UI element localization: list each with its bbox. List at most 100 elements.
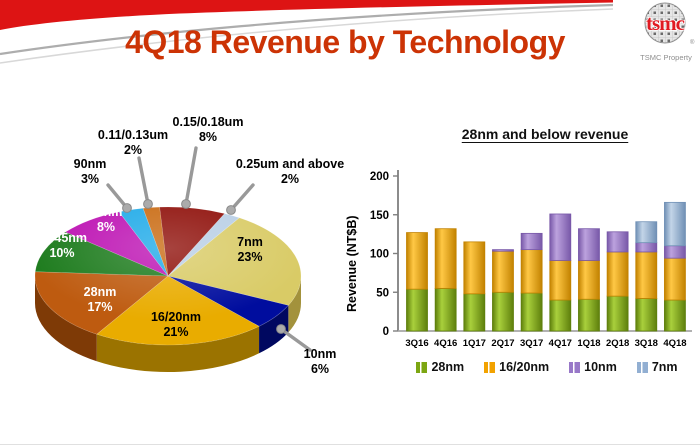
pie-label-name: 90nm [73, 157, 107, 171]
pie-callout-0.15/0.18um: 0.15/0.18um 8% [173, 115, 244, 145]
legend-item-28nm: 28nm [416, 360, 464, 374]
bar-segment-16/20nm-2Q17 [492, 250, 514, 293]
bar-segment-10nm-4Q18 [664, 245, 686, 259]
pie-label-pct: 8% [96, 220, 116, 234]
x-category-label-4Q17: 4Q17 [549, 338, 572, 349]
bar-segment-28nm-3Q17 [520, 292, 543, 332]
bar-segment-10nm-3Q18 [635, 242, 658, 253]
bar-segment-10nm-3Q17 [520, 232, 543, 251]
x-category-label-4Q18: 4Q18 [663, 338, 686, 349]
bar-segment-10nm-2Q17 [492, 249, 514, 252]
pie-label-pct: 21% [163, 325, 189, 339]
pie-label-name: 0.11/0.13um [97, 128, 169, 142]
x-category-label-3Q17: 3Q17 [520, 338, 543, 349]
pie-label-65nm: 65nm 8% [90, 205, 123, 235]
pie-callout-90nm: 90nm 3% [74, 157, 107, 187]
pie-leader-dot-10nm [276, 324, 286, 334]
bar-segment-10nm-1Q18 [578, 228, 600, 261]
bar-segment-7nm-4Q18 [664, 201, 686, 247]
legend-swatch-16/20nm [484, 361, 496, 373]
y-tick-label-150: 150 [370, 210, 389, 222]
pie-label-name: 0.15/0.18um [172, 115, 244, 129]
pie-label-28nm: 28nm 17% [84, 285, 117, 315]
y-tick-label-100: 100 [370, 249, 389, 261]
bar-svg: Revenue (NT$B) 0 50 100 150 200 3Q16 4Q16 1Q17 2… [345, 170, 692, 349]
swoosh-red-band [0, 0, 613, 30]
pie-label-name: 16/20nm [150, 310, 202, 324]
tsmc-logo: tsmc ® TSMC Property [635, 2, 697, 62]
pie-label-pct: 6% [310, 362, 330, 376]
pie-callout-0.11/0.13um: 0.11/0.13um 2% [98, 128, 168, 158]
y-tick-label-0: 0 [383, 326, 389, 338]
pie-leader-dot-90nm [122, 203, 132, 213]
pie-leader-dot-0.15/0.18um [181, 199, 191, 209]
bar-segment-28nm-3Q16 [406, 288, 428, 332]
bar-segment-28nm-4Q17 [549, 299, 572, 332]
legend-label-16/20nm: 16/20nm [499, 360, 550, 374]
y-tick-label-50: 50 [376, 287, 389, 299]
legend: 28nm 16/20nm 10nm 7nm [393, 360, 700, 374]
pie-label-7nm: 7nm 23% [237, 235, 263, 265]
bar-segment-7nm-3Q18 [635, 221, 658, 244]
pie-leader-dot-0.11/0.13um [143, 199, 153, 209]
bar-segment-16/20nm-4Q17 [549, 260, 572, 301]
x-category-label-1Q18: 1Q18 [577, 338, 600, 349]
pie-leader-line-90nm [106, 183, 129, 210]
pie-label-name: 40/45nm [36, 231, 88, 245]
y-tick-label-200: 200 [370, 171, 389, 183]
logo-wordmark: tsmc [646, 11, 685, 35]
pie-label-40/45nm: 40/45nm 10% [37, 231, 87, 261]
logo-registered-mark: ® [690, 39, 695, 46]
swoosh-light-curve [0, 8, 614, 64]
wafer-icon: tsmc ® [644, 2, 695, 46]
bar-segment-10nm-4Q17 [549, 213, 572, 261]
bar-segment-28nm-1Q18 [578, 298, 600, 332]
pie-label-name: 65nm [89, 205, 123, 219]
pie-svg [34, 146, 312, 372]
pie-leader-line-0.25um and above [229, 183, 255, 212]
pie-leader-dot-0.25um and above [226, 205, 236, 215]
pie-label-pct: 2% [123, 143, 143, 157]
pie-label-16/20nm: 16/20nm 21% [151, 310, 201, 340]
pie-callout-0.25um and above: 0.25um and above 2% [236, 157, 344, 187]
slide-title: 4Q18 Revenue by Technology [125, 24, 565, 60]
bar-segment-28nm-2Q17 [492, 291, 514, 332]
pie-chart: 7nm 23% 10nm 6% 16/20nm 21% 28nm 17% 40/45nm 10% 6… [0, 100, 360, 444]
pie-leader-line-0.15/0.18um [184, 146, 198, 206]
legend-swatch-7nm [636, 361, 648, 373]
bar-segment-10nm-2Q18 [606, 231, 629, 253]
bar-segment-16/20nm-3Q17 [520, 249, 543, 294]
pie-leader-line-10nm [279, 327, 312, 352]
bar-segment-28nm-4Q18 [664, 299, 686, 332]
bar-chart: 28nm and below revenue Revenue (NT$B) 0 5… [345, 110, 700, 410]
header-swoosh [0, 0, 614, 64]
bar-segment-16/20nm-4Q18 [664, 257, 686, 301]
x-category-label-2Q17: 2Q17 [491, 338, 514, 349]
bar-chart-title: 28nm and below revenue [461, 126, 629, 142]
pie-label-name: 0.25um and above [235, 157, 345, 171]
pie-label-pct: 10% [49, 246, 75, 260]
bar-segment-28nm-2Q18 [606, 295, 629, 332]
bar-segment-16/20nm-1Q18 [578, 260, 600, 300]
pie-leader-line-0.11/0.13um [137, 156, 150, 206]
legend-item-16/20nm: 16/20nm [484, 360, 549, 374]
pie-callout-10nm: 10nm 6% [304, 347, 337, 377]
bar-segment-16/20nm-4Q16 [434, 228, 457, 289]
bar-segment-28nm-4Q16 [434, 287, 457, 332]
x-category-label-1Q17: 1Q17 [463, 338, 486, 349]
x-category-label-3Q16: 3Q16 [405, 338, 428, 349]
pie-label-pct: 17% [87, 300, 113, 314]
pie-label-pct: 3% [80, 172, 100, 186]
pie-label-pct: 8% [198, 130, 218, 144]
legend-label-28nm: 28nm [431, 360, 465, 374]
pie-side-16/20nm [96, 326, 260, 372]
pie-label-name: 28nm [83, 285, 117, 299]
x-category-label-4Q16: 4Q16 [434, 338, 457, 349]
bar-segment-28nm-3Q18 [635, 298, 658, 332]
legend-item-7nm: 7nm [636, 360, 678, 374]
legend-label-10nm: 10nm [584, 360, 617, 374]
bar-segment-16/20nm-3Q18 [635, 251, 658, 299]
bar-segment-16/20nm-2Q18 [606, 251, 629, 297]
pie-label-name: 10nm [303, 347, 337, 361]
